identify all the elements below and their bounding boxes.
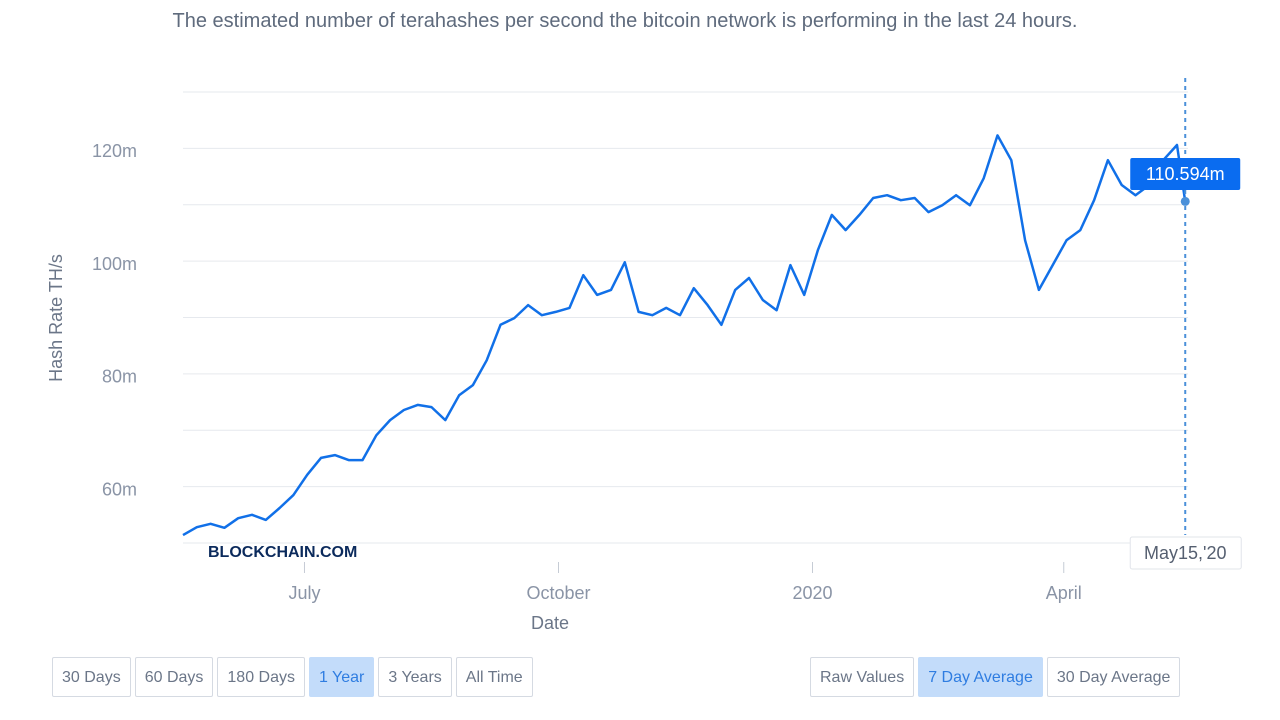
y-tick-label: 80m [102,367,137,387]
chart: 60m 80m 100m 120m July October 2020 April Date Ha… [46,78,1242,633]
tooltip-box [1130,158,1241,190]
ranges-button[interactable]: 180 Days [217,657,305,697]
y-tick-label: 120m [92,141,137,161]
date-box [1129,536,1242,570]
tooltip-value: 110.594m [1146,164,1225,184]
subtitle: The estimated number of terahashes per s… [172,10,1078,32]
ranges-button[interactable]: 60 Days [134,657,214,697]
modes-button[interactable]: Raw Values [810,657,915,697]
ranges-button[interactable]: 1 Year [309,657,375,697]
modes-button[interactable]: 30 Day Average [1046,657,1181,697]
x-tick-label: October [526,583,590,603]
x-tick-label: July [288,583,320,603]
x-tick-label: 2020 [792,583,832,603]
range-buttons: 30 Days 60 Days 180 Days 1 Year 3 Years All T… [52,657,533,697]
ranges-button[interactable]: 3 Years [378,657,452,697]
data-line [182,134,1187,537]
ranges-button[interactable]: 30 Days [52,657,131,697]
x-tick-label: April [1046,583,1082,603]
hover-point [1180,196,1190,206]
y-axis-title: Hash Rate TH/s [46,254,66,382]
mode-buttons: Raw Values 7 Day Average 30 Day Average [810,657,1181,697]
modes-button[interactable]: 7 Day Average [918,657,1043,697]
watermark: BLOCKCHAIN.COM [208,544,357,561]
y-tick-label: 60m [102,479,137,499]
x-axis-title: Date [531,613,569,633]
tooltip-date: May15,'20 [1144,543,1227,563]
ranges-button[interactable]: All Time [455,657,533,697]
y-tick-label: 100m [92,254,137,274]
